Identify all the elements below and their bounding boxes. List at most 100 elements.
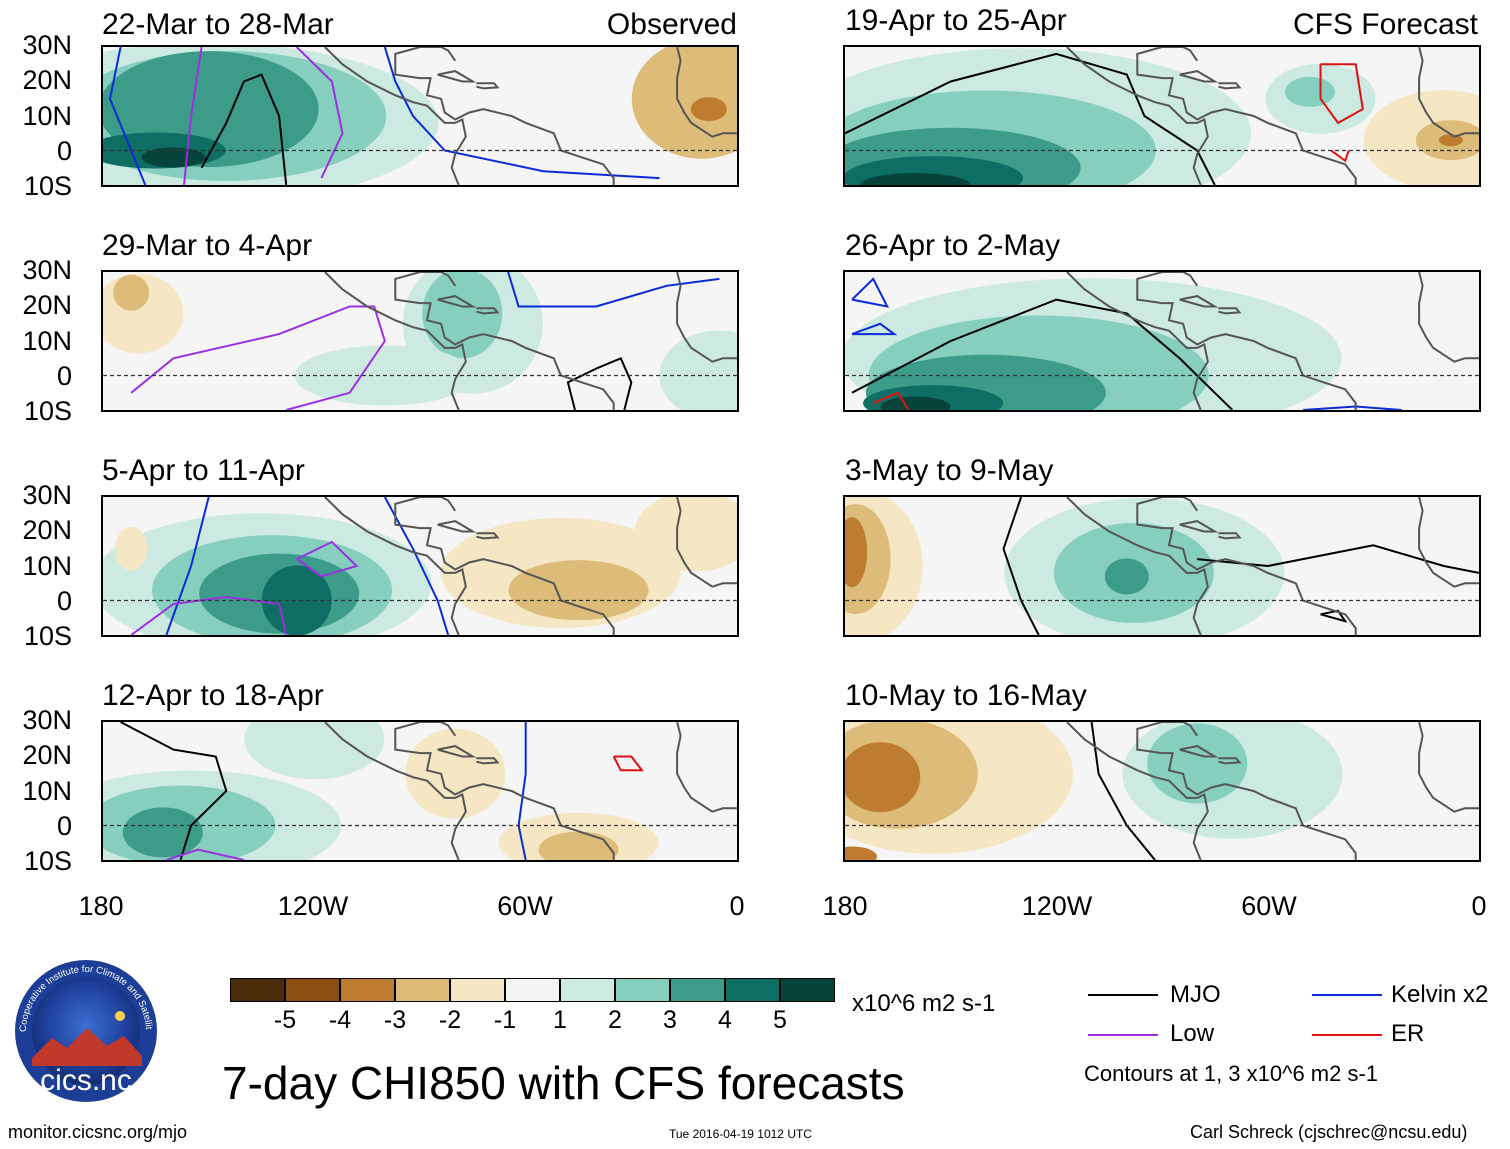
- panel-title-obs-3: 5-Apr to 11-Apr: [102, 454, 305, 487]
- coastline: [1418, 47, 1479, 138]
- colorbar-units: x10^6 m2 s-1: [852, 990, 996, 1017]
- coastline: [1066, 497, 1209, 635]
- lat-label: 0: [56, 811, 72, 841]
- coastline: [1136, 272, 1357, 410]
- colorbar-swatch: [395, 978, 450, 1002]
- lat-label: 10N: [22, 326, 72, 356]
- er-contour: [1319, 63, 1364, 125]
- cics-logo: Cooperative Institute for Climate and Sa…: [12, 958, 157, 1102]
- lat-label: 10S: [23, 171, 72, 201]
- legend-low-line: [1088, 1034, 1158, 1036]
- anomaly-region: [1403, 301, 1479, 381]
- low-contour: [296, 47, 344, 179]
- lat-label: 10N: [22, 776, 72, 806]
- lat-label: 30N: [22, 480, 72, 510]
- coastline: [1136, 47, 1357, 185]
- coastline: [394, 497, 615, 635]
- anomaly-region: [244, 722, 385, 780]
- anomaly-region: [261, 565, 332, 635]
- anomaly-region: [860, 173, 971, 185]
- map-obs-2: [101, 270, 739, 412]
- coastline: [437, 70, 477, 83]
- coastline: [1218, 532, 1242, 540]
- lat-label: 20N: [22, 290, 72, 320]
- anomaly-region: [845, 517, 868, 588]
- anomaly-region: [659, 330, 737, 410]
- coastline: [1418, 722, 1479, 813]
- coastline: [1179, 295, 1219, 308]
- colorbar-swatch: [340, 978, 395, 1002]
- colorbar-swatch: [725, 978, 780, 1002]
- lon-label-120w-left: 120W: [277, 891, 349, 921]
- coastline: [676, 47, 737, 138]
- map-fcst-2: [843, 270, 1481, 412]
- colorbar-swatch: [230, 978, 285, 1002]
- coastline: [476, 307, 500, 315]
- lat-label: 30N: [22, 30, 72, 60]
- panel-title-fcst-2: 26-Apr to 2-May: [845, 229, 1061, 262]
- er-contour: [612, 755, 644, 772]
- coastline: [437, 520, 477, 533]
- lat-label: 30N: [22, 705, 72, 735]
- anomaly-region: [631, 47, 737, 159]
- coastline: [394, 272, 615, 410]
- coastline: [476, 532, 500, 540]
- forecast-label: CFS Forecast: [1292, 8, 1478, 41]
- map-obs-4: [101, 720, 739, 862]
- observed-label: Observed: [606, 8, 737, 41]
- low-contour: [130, 595, 288, 635]
- colorbar-label: -2: [438, 1006, 462, 1034]
- mjo-contour: [1320, 609, 1348, 623]
- coastline: [394, 47, 615, 185]
- kelvin-contour: [108, 47, 147, 185]
- legend-kelvin-line: [1312, 994, 1382, 996]
- coastline: [1179, 520, 1219, 533]
- colorbar-label: -5: [273, 1006, 297, 1034]
- anomaly-region: [845, 742, 921, 813]
- footer-url[interactable]: monitor.cicsnc.org/mjo: [8, 1122, 188, 1142]
- anomaly-region: [634, 497, 737, 572]
- contours-note: Contours at 1, 3 x10^6 m2 s-1: [1084, 1061, 1379, 1086]
- coastline: [1218, 757, 1242, 765]
- er-contour: [1330, 149, 1350, 163]
- anomaly-region: [1104, 558, 1149, 595]
- lat-label: 20N: [22, 515, 72, 545]
- colorbar-swatch: [670, 978, 725, 1002]
- lon-label-180-right: 180: [822, 891, 868, 921]
- lat-label: 0: [56, 586, 72, 616]
- lon-label-120w-right: 120W: [1021, 891, 1093, 921]
- colorbar-swatch: [450, 978, 505, 1002]
- coastline: [676, 272, 737, 363]
- kelvin-contour: [383, 497, 450, 635]
- mjo-contour: [200, 73, 288, 185]
- coastline: [324, 47, 467, 185]
- colorbar-label: -4: [328, 1006, 352, 1034]
- coastline: [1136, 497, 1357, 635]
- mjo-contour: [120, 722, 228, 860]
- coastline: [476, 82, 500, 90]
- lat-label: 30N: [22, 255, 72, 285]
- er-contour: [872, 391, 910, 410]
- colorbar-swatch: [780, 978, 835, 1002]
- lat-label: 20N: [22, 740, 72, 770]
- lat-label: 10N: [22, 101, 72, 131]
- coastline: [1066, 272, 1209, 410]
- coastline: [1418, 272, 1479, 363]
- anomaly-region: [845, 846, 878, 860]
- coastline: [476, 757, 500, 765]
- lat-label: 10S: [23, 396, 72, 426]
- colorbar-label: -1: [493, 1006, 517, 1034]
- coastline: [1066, 722, 1209, 860]
- lat-label: 0: [56, 136, 72, 166]
- map-fcst-4: [843, 720, 1481, 862]
- coastline: [1179, 745, 1219, 758]
- anomaly-region: [1284, 76, 1335, 107]
- mjo-contour: [566, 356, 633, 410]
- anomaly-region: [122, 807, 203, 858]
- map-obs-1: [101, 45, 739, 187]
- lon-label-180-left: 180: [78, 891, 124, 921]
- map-fcst-1: [843, 45, 1481, 187]
- coastline: [437, 295, 477, 308]
- lon-label-60w-right: 60W: [1241, 891, 1297, 921]
- lat-label: 0: [56, 361, 72, 391]
